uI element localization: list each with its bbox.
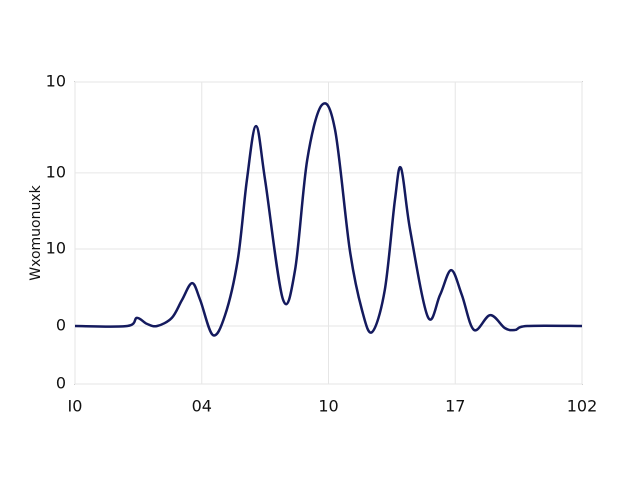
y-tick-label: 0 — [56, 374, 66, 393]
y-tick-label: 10 — [46, 72, 66, 91]
y-tick-label: 10 — [46, 162, 66, 181]
y-axis-label: Wxomuonuxk — [28, 184, 44, 280]
x-tick-label: 10 — [318, 397, 338, 416]
x-tick-label: 102 — [567, 397, 598, 416]
line-series — [74, 102, 583, 337]
x-tick-label: 17 — [445, 397, 465, 416]
x-tick-label: I0 — [68, 397, 83, 416]
y-tick-label: 10 — [46, 239, 66, 258]
y-tick-label: 0 — [56, 316, 66, 335]
x-tick-label: 04 — [192, 397, 212, 416]
